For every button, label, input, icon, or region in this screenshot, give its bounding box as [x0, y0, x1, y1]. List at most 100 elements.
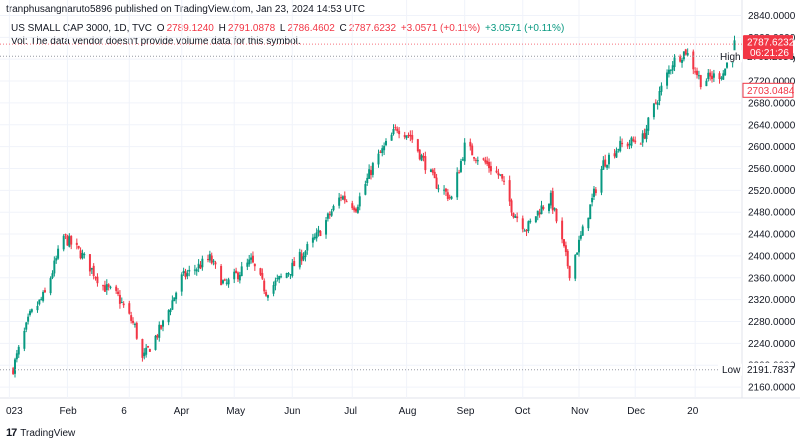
brand-logo[interactable]: 17 TradingView	[6, 427, 75, 439]
candle-body	[141, 339, 144, 358]
candle-body	[366, 177, 369, 184]
candle-body	[293, 261, 296, 267]
candle-body	[482, 158, 485, 160]
candle-body	[278, 276, 281, 280]
candle-body	[40, 298, 43, 300]
candle-body	[162, 320, 165, 327]
candle-body	[311, 237, 314, 243]
candle-body	[206, 259, 209, 261]
candle-body	[28, 311, 31, 315]
candle-body	[724, 68, 727, 76]
candle-body	[484, 159, 487, 163]
candle-body	[673, 57, 676, 68]
candle-body	[473, 157, 476, 159]
candle-body	[679, 56, 682, 62]
candle-body	[420, 155, 423, 161]
candle-body	[510, 200, 513, 213]
candle-body	[193, 269, 196, 271]
candle-body	[223, 279, 226, 281]
close-value: 2787.6232	[348, 23, 397, 34]
candle-body	[66, 235, 69, 246]
candle-body	[17, 346, 20, 355]
candle-body	[501, 174, 504, 179]
candle-body	[686, 53, 689, 56]
candle-body	[368, 169, 371, 179]
candle-body	[221, 280, 224, 284]
candle-body	[409, 134, 412, 137]
candle-body	[692, 51, 695, 70]
y-tick-label: 2560.0000	[748, 164, 796, 175]
candle-body	[486, 160, 489, 165]
candle-body	[38, 299, 41, 305]
candle-body	[621, 142, 624, 145]
candle-body	[51, 273, 54, 278]
candle-body	[188, 269, 191, 272]
candle-body	[632, 139, 635, 142]
x-tick-label: Nov	[571, 406, 589, 417]
candle-body	[156, 335, 159, 338]
candle-body	[548, 203, 551, 211]
candle-body	[370, 170, 372, 176]
candle-body	[576, 252, 579, 255]
x-tick-label: Jun	[284, 406, 300, 417]
candle-body	[418, 149, 421, 160]
candle-body	[158, 324, 161, 338]
candle-body	[184, 271, 187, 278]
candle-body	[512, 212, 515, 218]
candle-body	[551, 191, 554, 211]
symbol-name[interactable]: US SMALL CAP 3000, 1D, TVC	[11, 23, 152, 34]
candle-body	[147, 346, 150, 348]
candle-body	[718, 73, 721, 80]
candle-body	[568, 265, 571, 279]
candle-body	[488, 162, 491, 169]
x-tick-label: Apr	[174, 406, 190, 417]
candle-body	[53, 260, 56, 274]
candle-body	[332, 205, 335, 211]
x-tick-label: 20	[687, 406, 699, 417]
candle-body	[461, 159, 464, 161]
candle-body	[313, 236, 316, 239]
candle-body	[120, 301, 123, 303]
volume-note: Vol: The data vendor doesn't provide vol…	[11, 36, 301, 47]
candle-body	[182, 270, 185, 274]
candle-body	[171, 300, 174, 310]
candle-body	[343, 195, 346, 201]
candle-body	[285, 273, 288, 278]
candle-body	[225, 282, 228, 284]
candle-body	[684, 49, 687, 55]
candle-body	[233, 271, 236, 280]
candle-body	[579, 235, 582, 239]
candle-body	[645, 128, 648, 140]
candle-body	[356, 206, 359, 213]
candle-body	[516, 216, 519, 219]
y-tick-label: 2640.0000	[748, 120, 796, 131]
candle-body	[30, 309, 33, 312]
candle-body	[456, 172, 459, 198]
x-tick-label: Sep	[457, 406, 475, 417]
candle-body	[433, 171, 436, 179]
candle-body	[681, 59, 684, 63]
candle-body	[403, 134, 406, 138]
candle-body	[326, 213, 329, 219]
candle-body	[246, 262, 249, 267]
candle-body	[130, 315, 133, 321]
candle-body	[422, 155, 425, 158]
candle-body	[639, 143, 642, 145]
candle-body	[173, 297, 176, 302]
candle-body	[431, 169, 434, 173]
candle-body	[263, 280, 266, 292]
last-price-badge	[743, 35, 793, 60]
candle-body	[371, 163, 374, 175]
candle-body	[289, 274, 292, 276]
candle-body	[195, 269, 198, 272]
candle-body	[109, 286, 112, 288]
candle-body	[394, 127, 397, 129]
change-value: +3.0571 (+0.11%)	[400, 23, 481, 34]
candle-body	[317, 229, 320, 233]
candle-body	[70, 235, 73, 245]
candle-body	[641, 133, 644, 143]
y-tick-label: 2520.0000	[748, 186, 796, 197]
candle-body	[117, 291, 120, 295]
